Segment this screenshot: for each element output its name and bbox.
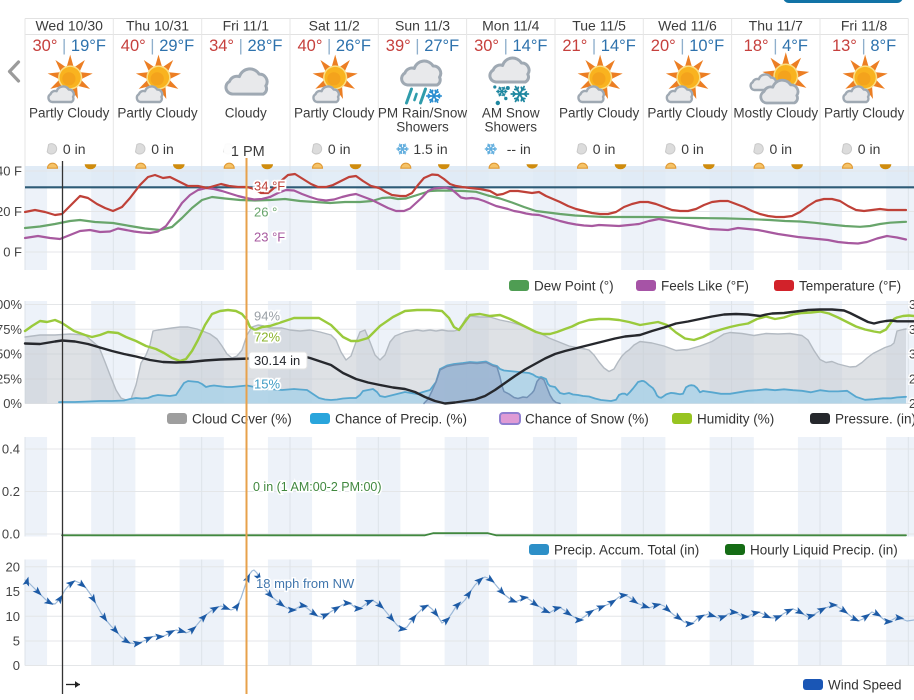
svg-text:10: 10 — [6, 609, 20, 624]
svg-text:40° | 29°F: 40° | 29°F — [121, 37, 194, 55]
svg-text:Wind Speed: Wind Speed — [828, 678, 902, 693]
svg-text:Fri 11/8: Fri 11/8 — [841, 18, 888, 34]
svg-text:Thu 11/7: Thu 11/7 — [749, 18, 803, 34]
svg-text:Chance of Precip. (%): Chance of Precip. (%) — [335, 412, 467, 427]
svg-text:25%: 25% — [0, 372, 22, 387]
svg-text:AM Snow: AM Snow — [482, 106, 540, 121]
svg-text:Partly Cloudy: Partly Cloudy — [294, 106, 375, 121]
svg-text:30.5: 30.5 — [909, 323, 914, 337]
svg-text:0 in: 0 in — [63, 141, 86, 157]
svg-text:23 °F: 23 °F — [254, 230, 285, 245]
svg-text:Mon 11/4: Mon 11/4 — [482, 18, 540, 34]
svg-text:Showers: Showers — [485, 120, 538, 135]
svg-text:Partly Cloudy: Partly Cloudy — [117, 106, 198, 121]
svg-text:Humidity (%): Humidity (%) — [697, 412, 774, 427]
svg-text:5: 5 — [13, 634, 20, 649]
svg-text:Cloud Cover (%): Cloud Cover (%) — [192, 412, 292, 427]
svg-text:Dew Point (°): Dew Point (°) — [534, 279, 614, 294]
svg-text:Fri 11/1: Fri 11/1 — [223, 18, 270, 34]
svg-text:21° | 14°F: 21° | 14°F — [562, 37, 635, 55]
svg-text:0.0: 0.0 — [2, 527, 20, 542]
svg-text:0 in: 0 in — [328, 141, 351, 157]
svg-text:20: 20 — [6, 559, 20, 574]
svg-text:29: 29 — [909, 397, 914, 411]
svg-text:40° | 26°F: 40° | 26°F — [297, 37, 370, 55]
svg-text:Wed 11/6: Wed 11/6 — [658, 18, 717, 34]
svg-text:Hourly Liquid Precip. (in): Hourly Liquid Precip. (in) — [750, 543, 898, 558]
svg-text:30: 30 — [909, 348, 914, 362]
svg-text:Showers: Showers — [396, 120, 449, 135]
svg-text:Chance of Snow (%): Chance of Snow (%) — [525, 412, 649, 427]
svg-text:0 in (1 AM:00-2 PM:00): 0 in (1 AM:00-2 PM:00) — [253, 480, 382, 494]
svg-text:1 PM: 1 PM — [231, 144, 265, 160]
svg-text:Feels Like (°F): Feels Like (°F) — [661, 279, 749, 294]
svg-text:Partly Cloudy: Partly Cloudy — [559, 106, 640, 121]
svg-text:0 in: 0 in — [151, 141, 174, 157]
svg-text:26 °: 26 ° — [254, 205, 277, 220]
svg-text:75%: 75% — [0, 322, 22, 337]
svg-text:0.2: 0.2 — [2, 484, 20, 499]
svg-text:0%: 0% — [3, 396, 22, 411]
svg-text:30° | 19°F: 30° | 19°F — [32, 37, 105, 55]
svg-text:Wed 10/30: Wed 10/30 — [35, 18, 103, 34]
svg-text:18 mph from NW: 18 mph from NW — [256, 576, 355, 591]
svg-text:13° | 8°F: 13° | 8°F — [832, 37, 896, 55]
svg-text:Partly Cloudy: Partly Cloudy — [647, 106, 728, 121]
svg-text:15%: 15% — [254, 377, 280, 392]
svg-text:39° | 27°F: 39° | 27°F — [386, 37, 459, 55]
svg-text:94%: 94% — [254, 309, 280, 324]
svg-text:Sat 11/2: Sat 11/2 — [309, 18, 360, 34]
svg-text:-- in: -- in — [507, 141, 531, 157]
svg-text:0 F: 0 F — [3, 245, 22, 260]
svg-text:PM Rain/Snow: PM Rain/Snow — [378, 106, 468, 121]
svg-text:15: 15 — [6, 584, 20, 599]
svg-text:Cloudy: Cloudy — [225, 106, 267, 121]
svg-text:Partly Cloudy: Partly Cloudy — [824, 106, 905, 121]
svg-text:0 in: 0 in — [593, 141, 616, 157]
svg-text:Tue 11/5: Tue 11/5 — [572, 18, 626, 34]
svg-text:50%: 50% — [0, 347, 22, 362]
svg-text:0: 0 — [13, 658, 20, 673]
svg-text:Mostly Cloudy: Mostly Cloudy — [733, 106, 818, 121]
svg-text:20° | 10°F: 20° | 10°F — [651, 37, 724, 55]
svg-text:100%: 100% — [0, 297, 22, 312]
svg-text:29.5: 29.5 — [909, 373, 914, 387]
svg-text:0.4: 0.4 — [2, 442, 20, 457]
svg-text:Pressure. (in): Pressure. (in) — [835, 412, 914, 427]
svg-text:Temperature (°F): Temperature (°F) — [799, 279, 901, 294]
svg-text:0 in: 0 in — [770, 141, 793, 157]
svg-text:40 F: 40 F — [0, 164, 22, 179]
svg-text:Sun 11/3: Sun 11/3 — [395, 18, 450, 34]
svg-text:Partly Cloudy: Partly Cloudy — [29, 106, 110, 121]
svg-text:30.14 in: 30.14 in — [254, 353, 300, 368]
svg-text:20 F: 20 F — [0, 204, 22, 219]
svg-text:34° | 28°F: 34° | 28°F — [209, 37, 282, 55]
svg-text:0 in: 0 in — [858, 141, 881, 157]
svg-text:Thu 10/31: Thu 10/31 — [126, 18, 189, 34]
svg-text:18° | 4°F: 18° | 4°F — [744, 37, 808, 55]
svg-text:31: 31 — [909, 298, 914, 312]
svg-text:34 °F: 34 °F — [254, 179, 285, 194]
svg-text:Precip. Accum. Total (in): Precip. Accum. Total (in) — [554, 543, 699, 558]
svg-text:72%: 72% — [254, 330, 280, 345]
svg-text:30° | 14°F: 30° | 14°F — [474, 37, 547, 55]
svg-text:0 in: 0 in — [681, 141, 704, 157]
svg-text:1.5 in: 1.5 in — [413, 141, 447, 157]
